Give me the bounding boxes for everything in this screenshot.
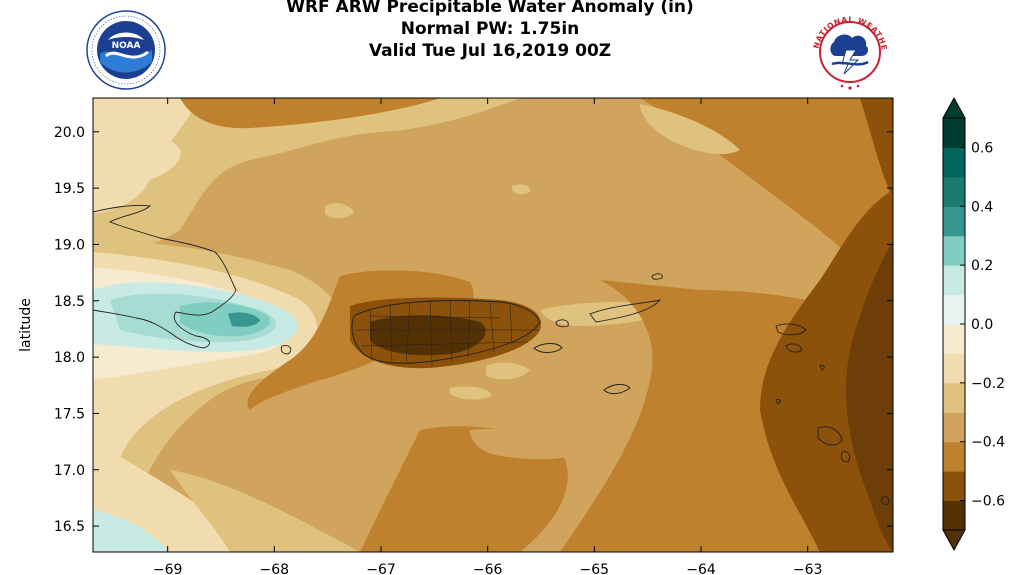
colorbar-extend-bottom [942,529,966,552]
contour-mid-ne [640,98,893,300]
colorbar [942,96,966,552]
guadeloupe-coast [817,426,843,446]
puerto-rico-coast [351,300,541,364]
contour-light-ne [640,104,740,155]
vieques-coast [533,343,563,353]
x-axis-ticks: −69 −68 −67 −66 −65 −64 −63 [153,98,823,575]
colorbar-tick-label: 0.6 [971,140,993,156]
contour-light-south [170,470,360,552]
x-tick-label: −64 [686,562,716,575]
y-tick-label: 18.5 [54,294,85,310]
y-tick-label: 18.0 [54,350,85,366]
y-tick-label: 17.5 [54,406,85,422]
y-tick-label: 20.0 [54,125,85,141]
contour-teal-sw [93,510,170,552]
anomaly-contours [93,98,893,552]
contour-dark-ne [860,98,893,200]
virgin-islands-coast [589,299,662,323]
colorbar-ticks: 0.6 0.4 0.2 0.0 −0.2 −0.4 −0.6 [960,140,1005,510]
colorbar-segment [943,235,965,266]
contour-light-dot2 [512,184,531,195]
noaa-logo-icon: NOAA [86,10,166,90]
contour-light-south-pr2 [450,386,492,400]
colorbar-segment [943,324,965,354]
x-tick-label: −63 [793,562,823,575]
colorbar-segment [943,294,965,325]
colorbar-tick-label: −0.6 [971,494,1005,510]
island-coast-2 [775,399,781,405]
x-tick-label: −66 [473,562,503,575]
colorbar-segment [943,206,965,237]
dominica-coast [840,451,851,463]
y-tick-label: 16.5 [54,519,85,535]
x-tick-label: −69 [153,562,183,575]
colorbar-tick-label: −0.2 [971,376,1005,392]
plot-frame [92,97,894,553]
colorbar-segment [943,265,965,296]
municipio-lines [356,299,538,367]
colorbar-extend-top [942,96,966,119]
contour-teal-dark [228,312,260,327]
x-tick-label: −67 [366,562,396,575]
colorbar-segment [943,176,965,207]
contour-darkest-east [846,240,893,552]
contour-base-south [470,428,590,460]
y-axis-ticks: 20.0 19.5 19.0 18.5 18.0 17.5 17.0 16.5 [54,125,893,535]
title-line-1: WRF ARW Precipitable Water Anomaly (in) [286,0,694,17]
nws-logo-icon: NATIONAL WEATHER SERVICE [806,10,890,92]
x-tick-label: −68 [260,562,290,575]
hispaniola-coast [93,205,237,349]
contour-teal [180,302,271,337]
colorbar-tick-label: 0.0 [971,317,993,333]
noaa-logo-text: NOAA [112,41,141,51]
culebra-coast [555,319,569,328]
puerto-rico-municipalities [356,299,538,367]
coastlines [93,205,889,505]
contour-base-north [315,130,787,275]
y-tick-label: 19.5 [54,181,85,197]
martinique-coast [881,495,889,505]
colorbar-tick-label: −0.4 [971,435,1005,451]
colorbar-segment [943,500,965,531]
colorbar-segment [943,118,965,148]
map-title: WRF ARW Precipitable Water Anomaly (in) … [230,0,750,62]
contour-light-nw [93,98,520,252]
colorbar-segment [943,471,965,502]
contour-pale-nw2 [93,130,181,190]
colorbar-segment [943,382,965,413]
title-line-2: Normal PW: 1.75in [400,19,580,39]
colorbar-segment [943,353,965,384]
y-tick-label: 19.0 [54,237,85,253]
contour-mid-north [180,98,440,129]
island-coast-3 [819,365,825,371]
st-croix-coast [603,383,631,395]
colorbar-tick-label: 0.4 [971,199,993,215]
contour-light-south-pr [486,362,530,380]
colorbar-segment [943,412,965,443]
x-tick-label: −65 [580,562,610,575]
y-tick-label: 17.0 [54,463,85,479]
title-line-3: Valid Tue Jul 16,2019 00Z [368,41,612,61]
anguilla-coast [651,273,663,280]
y-axis-title: latitude [18,298,34,352]
colorbar-segment [943,147,965,178]
antigua-coast [775,323,807,336]
island-coast-1 [280,345,292,355]
montserrat-coast [785,343,803,353]
colorbar-tick-label: 0.2 [971,258,993,274]
contour-light-dot [325,203,354,219]
colorbar-segment [943,441,965,472]
